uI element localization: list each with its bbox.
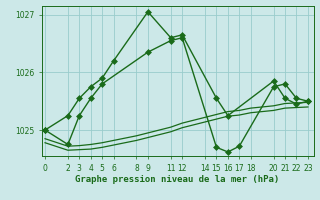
X-axis label: Graphe pression niveau de la mer (hPa): Graphe pression niveau de la mer (hPa) [76,175,280,184]
